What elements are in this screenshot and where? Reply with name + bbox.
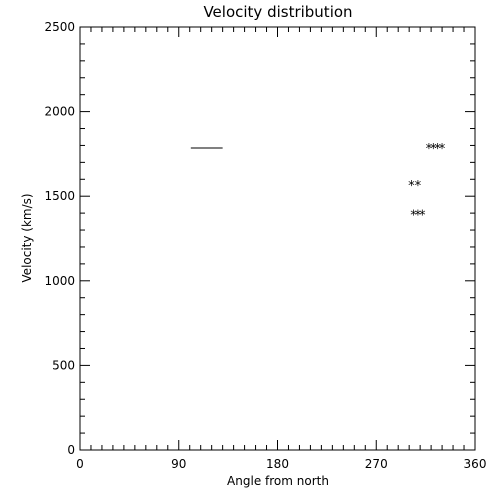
y-tick-label: 1000 [44,274,75,288]
data-point: * [410,208,418,223]
y-tick-label: 1500 [44,189,75,203]
x-tick-label: 180 [266,457,289,471]
x-tick-label: 0 [76,457,84,471]
data-point: * [407,179,415,194]
data-point: * [418,208,426,223]
y-tick-label: 2000 [44,105,75,119]
x-tick-label: 90 [171,457,186,471]
data-point: * [425,142,433,157]
data-point: * [438,142,446,157]
data-point: * [429,142,437,157]
axis-ticks: 0 90 180 270 360 0 500 1000 1500 2000 2500 [44,20,486,471]
x-tick-label: 360 [464,457,487,471]
y-tick-label: 2500 [44,20,75,34]
data-point: * [434,142,442,157]
y-axis-label: Velocity (km/s) [20,193,34,282]
data-point: * [414,208,422,223]
data-series: ********* [190,142,446,223]
y-tick-label: 500 [52,358,75,372]
x-tick-label: 270 [365,457,388,471]
x-axis-label: Angle from north [227,474,329,488]
data-point: * [414,179,422,194]
chart-title: Velocity distribution [203,3,352,21]
y-tick-label: 0 [67,443,75,457]
plot-frame [79,26,476,451]
